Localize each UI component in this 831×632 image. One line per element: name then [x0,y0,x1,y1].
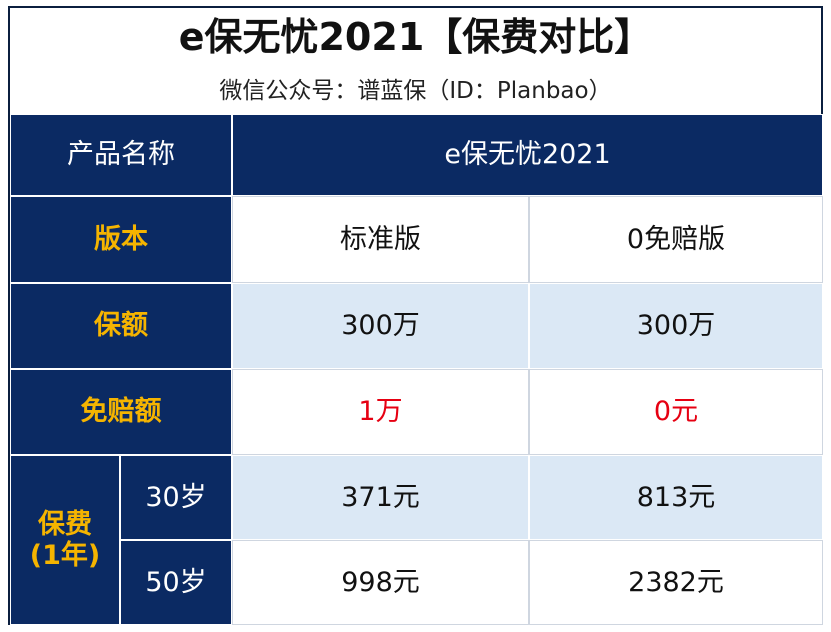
premium-50-standard: 998元 [232,540,529,625]
premium-label: 保费 (1年) [10,455,120,625]
premium-30-zero-deductible: 813元 [529,455,823,540]
deductible-standard: 1万 [232,369,529,455]
coverage-label: 保额 [10,283,232,369]
version-label: 版本 [10,196,232,283]
premium-age-30: 30岁 [120,455,232,540]
premium-50-zero-deductible: 2382元 [529,540,823,625]
deductible-label: 免赔额 [10,369,232,455]
coverage-standard: 300万 [232,283,529,369]
deductible-zero-deductible: 0元 [529,369,823,455]
premium-label-line2: (1年) [29,540,101,571]
premium-30-standard: 371元 [232,455,529,540]
product-name-header: 产品名称 [10,114,232,196]
version-zero-deductible: 0免赔版 [529,196,823,283]
premium-label-line1: 保费 [38,508,92,540]
version-standard: 标准版 [232,196,529,283]
page-subtitle: 微信公众号：谱蓝保（ID：Planbao） [219,78,612,104]
premium-age-50: 50岁 [120,540,232,625]
page-title: e保无忧2021【保费对比】 [178,15,653,59]
product-name-value: e保无忧2021 [232,114,823,196]
comparison-card: e保无忧2021【保费对比】 微信公众号：谱蓝保（ID：Planbao） 产品名… [8,6,823,625]
coverage-zero-deductible: 300万 [529,283,823,369]
